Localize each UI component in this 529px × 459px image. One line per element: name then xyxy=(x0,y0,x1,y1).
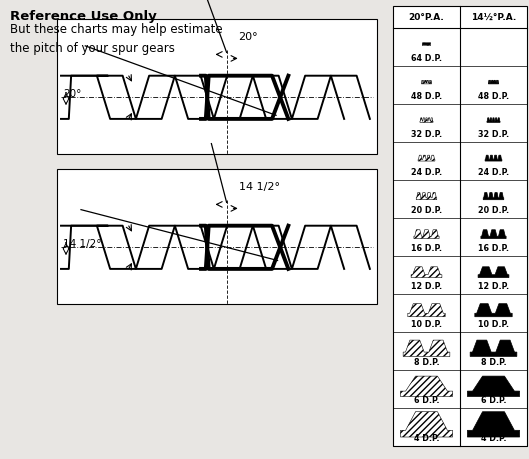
Polygon shape xyxy=(468,376,519,397)
Polygon shape xyxy=(416,192,437,200)
Polygon shape xyxy=(485,155,502,161)
Polygon shape xyxy=(420,118,433,123)
Text: 12 D.P.: 12 D.P. xyxy=(411,282,442,291)
Bar xyxy=(393,6,527,446)
Polygon shape xyxy=(475,304,512,317)
Text: 14 1/2°: 14 1/2° xyxy=(63,239,102,249)
Text: 20°: 20° xyxy=(239,32,258,42)
Text: 8 D.P.: 8 D.P. xyxy=(414,358,439,367)
Text: 12 D.P.: 12 D.P. xyxy=(478,282,509,291)
Text: 4 D.P.: 4 D.P. xyxy=(481,434,506,443)
Polygon shape xyxy=(481,230,506,239)
Text: 20 D.P.: 20 D.P. xyxy=(411,206,442,215)
Polygon shape xyxy=(408,304,445,317)
Text: 20 D.P.: 20 D.P. xyxy=(478,206,509,215)
Text: 20°P.A.: 20°P.A. xyxy=(408,12,444,22)
Polygon shape xyxy=(483,192,504,200)
Text: 16 D.P.: 16 D.P. xyxy=(411,244,442,253)
Text: 10 D.P.: 10 D.P. xyxy=(478,320,509,329)
Text: 8 D.P.: 8 D.P. xyxy=(481,358,506,367)
Text: 24 D.P.: 24 D.P. xyxy=(411,168,442,177)
Text: 14½°P.A.: 14½°P.A. xyxy=(471,12,516,22)
Text: 48 D.P.: 48 D.P. xyxy=(411,92,442,101)
Text: 24 D.P.: 24 D.P. xyxy=(478,168,509,177)
Bar xyxy=(57,19,377,154)
Polygon shape xyxy=(487,118,500,123)
Text: 4 D.P.: 4 D.P. xyxy=(414,434,439,443)
Polygon shape xyxy=(422,80,432,84)
Text: 64 D.P.: 64 D.P. xyxy=(411,54,442,63)
Polygon shape xyxy=(400,376,453,397)
Polygon shape xyxy=(470,340,517,356)
Text: 6 D.P.: 6 D.P. xyxy=(414,396,439,405)
Polygon shape xyxy=(478,267,509,278)
Text: 14 1/2°: 14 1/2° xyxy=(239,182,280,192)
Polygon shape xyxy=(468,412,519,437)
Polygon shape xyxy=(400,412,453,437)
Polygon shape xyxy=(488,80,499,84)
Text: 32 D.P.: 32 D.P. xyxy=(411,130,442,139)
Polygon shape xyxy=(411,267,442,278)
Text: 32 D.P.: 32 D.P. xyxy=(478,130,509,139)
Text: 6 D.P.: 6 D.P. xyxy=(481,396,506,405)
Text: 10 D.P.: 10 D.P. xyxy=(411,320,442,329)
Text: But these charts may help estimate
the pitch of your spur gears: But these charts may help estimate the p… xyxy=(10,23,223,55)
Text: Reference Use Only: Reference Use Only xyxy=(10,10,157,23)
Polygon shape xyxy=(414,230,439,239)
Text: 16 D.P.: 16 D.P. xyxy=(478,244,509,253)
Bar xyxy=(57,169,377,304)
Polygon shape xyxy=(403,340,450,356)
Text: 48 D.P.: 48 D.P. xyxy=(478,92,509,101)
Text: 20°: 20° xyxy=(63,90,81,99)
Polygon shape xyxy=(418,155,435,161)
Polygon shape xyxy=(422,43,431,45)
